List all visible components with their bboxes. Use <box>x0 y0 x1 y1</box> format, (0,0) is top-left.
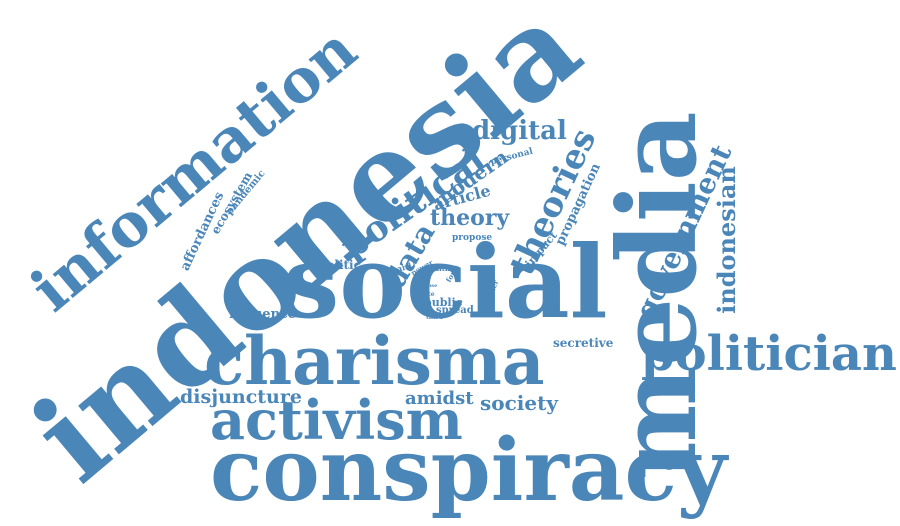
word-theory: theory <box>430 205 510 231</box>
word-state: state <box>418 291 435 298</box>
word-social: social <box>283 223 608 341</box>
word-politician: politician <box>641 326 897 382</box>
word-close: close <box>423 283 438 289</box>
word-disjuncture: disjuncture <box>180 386 302 408</box>
word-public: public <box>424 296 463 309</box>
word-digital: digital <box>472 116 567 146</box>
word-third: third <box>426 314 443 321</box>
word-secretive: secretive <box>553 336 614 350</box>
word-society: society <box>480 391 558 415</box>
word-spread: spread <box>436 305 474 316</box>
word-charisma: charisma <box>204 322 545 400</box>
word-amidst: amidst <box>405 388 474 409</box>
word-health: health <box>425 264 451 273</box>
word-influence: influence <box>229 307 297 322</box>
word-conspiracy: conspiracy <box>210 420 727 521</box>
word-activism: activism <box>210 388 463 452</box>
word-politic: politic <box>318 258 361 272</box>
word-propose: propose <box>452 233 493 243</box>
word-indonesian: indonesian <box>711 166 741 314</box>
